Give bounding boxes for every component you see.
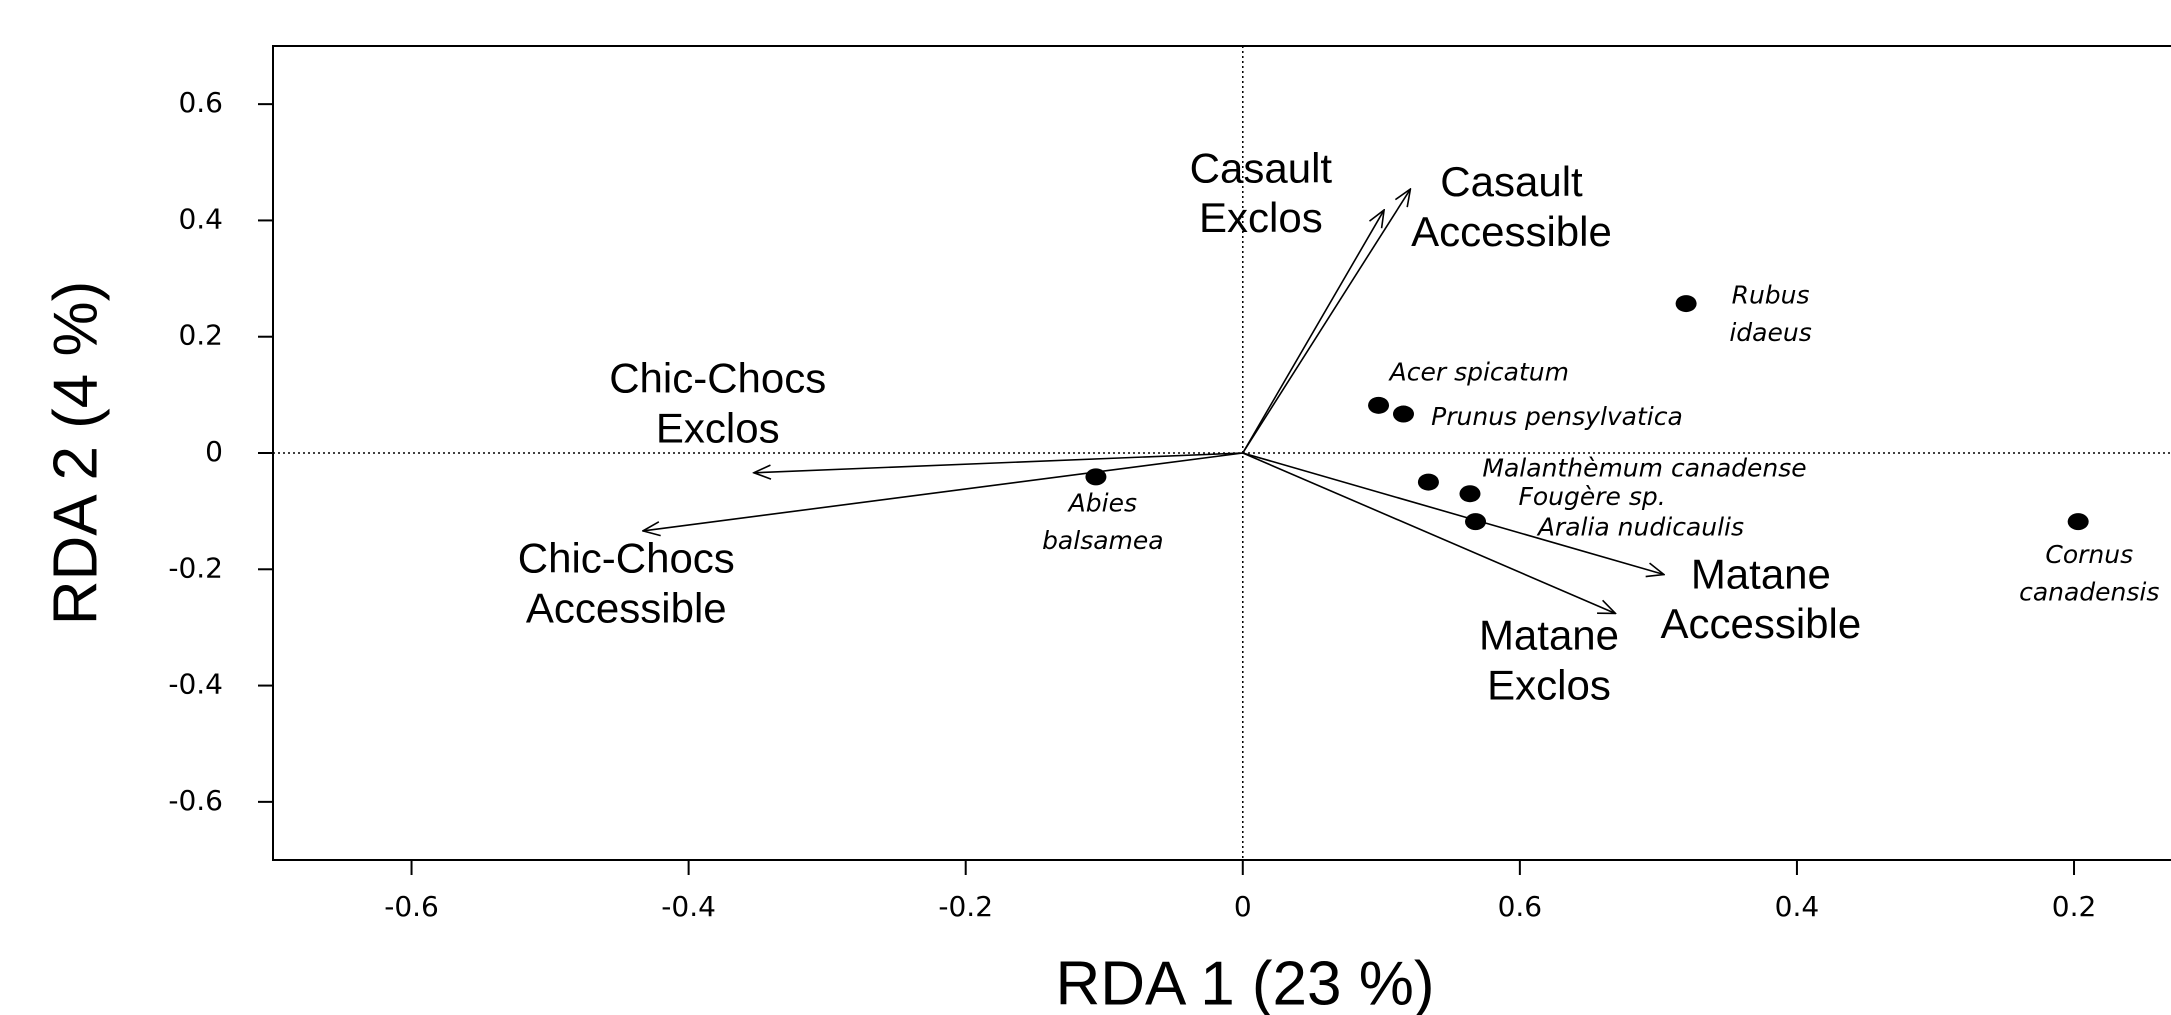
species-label: Aralia nudicaulis	[1536, 513, 1744, 542]
y-tick-label: 0.2	[178, 319, 223, 352]
species-point	[1085, 468, 1107, 486]
species-point	[1465, 513, 1487, 531]
arrow-label: Matane	[1691, 550, 1831, 597]
arrow-label: Exclos	[1199, 194, 1323, 241]
arrow-label: Casault	[1440, 158, 1583, 205]
species-point	[1417, 473, 1439, 491]
y-axis-title: RDA 2 (4 %)	[41, 281, 110, 626]
species-point	[1675, 295, 1697, 313]
x-tick-label: 0.2	[2052, 890, 2097, 923]
x-tick-label: -0.4	[661, 890, 716, 923]
species-label: Malanthèmum canadense	[1482, 454, 1806, 483]
species-label: Cornus	[2045, 540, 2133, 569]
x-axis-title: RDA 1 (23 %)	[1055, 949, 1434, 1015]
arrow-label: Accessible	[1660, 600, 1861, 647]
x-tick-label: -0.6	[384, 890, 439, 923]
arrow	[643, 452, 1243, 531]
arrow-label: Exclos	[1487, 661, 1611, 708]
x-tick-label: 0	[1234, 890, 1252, 923]
species-point	[1368, 396, 1390, 414]
species-label: Fougère sp.	[1518, 482, 1665, 511]
arrow-label: Chic-Chocs	[609, 354, 826, 401]
y-tick-label: -0.6	[168, 784, 223, 817]
species-point	[1392, 405, 1414, 423]
species-label: Abies	[1067, 489, 1137, 518]
y-tick-label: -0.2	[168, 551, 223, 584]
x-tick-label: 0.6	[1498, 890, 1543, 923]
x-tick-label: -0.2	[938, 890, 993, 923]
arrow-label: Accessible	[526, 584, 727, 631]
arrow	[1242, 210, 1384, 454]
species-label: Prunus pensylvatica	[1431, 402, 1683, 431]
arrow	[1242, 452, 1616, 613]
arrow-label: Chic-Chocs	[518, 534, 735, 581]
species-label: Acer spicatum	[1388, 357, 1569, 386]
arrow-label: Exclos	[656, 404, 780, 451]
y-tick-label: 0	[205, 435, 223, 468]
species-label: Rubus	[1732, 281, 1810, 310]
y-tick-label: 0.4	[178, 202, 223, 235]
arrow	[1242, 452, 1664, 575]
y-tick-label: 0.6	[178, 86, 223, 119]
arrow-label: Casault	[1190, 144, 1333, 191]
y-tick-label: -0.4	[168, 668, 223, 701]
species-label: idaeus	[1729, 318, 1811, 347]
species-point	[2067, 513, 2089, 531]
x-tick-label: 0.4	[1775, 890, 1820, 923]
arrow	[1242, 189, 1411, 454]
arrow	[754, 452, 1243, 473]
species-point	[1459, 485, 1481, 503]
arrow-label: Matane	[1479, 611, 1619, 658]
arrow-label: Accessible	[1411, 208, 1612, 255]
species-label: canadensis	[2019, 578, 2159, 607]
species-label: balsamea	[1042, 526, 1164, 555]
